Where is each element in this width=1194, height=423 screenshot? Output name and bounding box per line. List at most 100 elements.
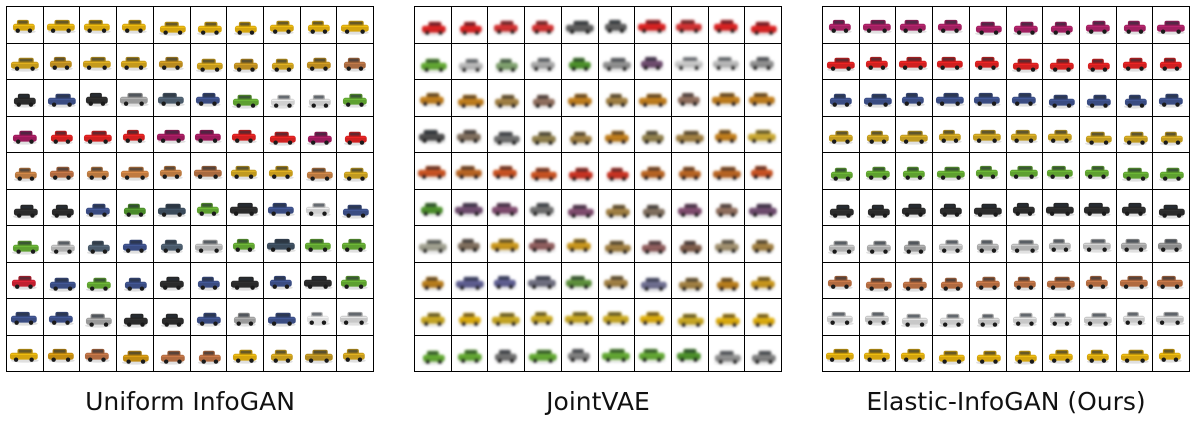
car-thumbnail [43,153,80,189]
car-thumbnail [859,335,896,371]
car-thumbnail [337,7,373,43]
car-thumbnail [80,262,117,298]
car-thumbnail [823,335,859,371]
car-thumbnail [823,7,859,43]
car-thumbnail [227,335,263,371]
car-thumbnail [451,335,488,371]
car-thumbnail [488,153,525,189]
car-thumbnail [1116,80,1153,116]
car-thumbnail [451,116,488,152]
car-thumbnail [1116,7,1153,43]
car-thumbnail [635,189,671,225]
car-thumbnail [263,262,300,298]
car-thumbnail [300,43,337,79]
car-thumbnail [190,299,227,335]
car-thumbnail [671,226,708,262]
car-thumbnail [969,262,1006,298]
car-thumbnail [896,43,933,79]
car-thumbnail [823,80,859,116]
car-thumbnail [969,189,1006,225]
car-thumbnail [337,189,373,225]
car-thumbnail [859,189,896,225]
car-thumbnail [933,80,969,116]
car-thumbnail [525,226,561,262]
car-thumbnail [561,335,598,371]
car-thumbnail [227,153,263,189]
car-thumbnail [300,335,337,371]
car-thumbnail [969,43,1006,79]
car-thumbnail [635,116,671,152]
car-thumbnail [635,153,671,189]
car-thumbnail [7,189,43,225]
car-thumbnail [415,7,451,43]
car-thumbnail [451,153,488,189]
car-thumbnail [561,189,598,225]
car-thumbnail [227,43,263,79]
car-thumbnail [7,299,43,335]
car-thumbnail [43,262,80,298]
car-thumbnail [300,262,337,298]
car-thumbnail [1043,335,1079,371]
car-thumbnail [190,226,227,262]
car-thumbnail [190,335,227,371]
car-thumbnail [337,43,373,79]
car-thumbnail [823,226,859,262]
car-thumbnail [561,80,598,116]
car-thumbnail [117,335,153,371]
car-thumbnail [1079,153,1116,189]
car-thumbnail [1043,7,1079,43]
car-thumbnail [117,43,153,79]
car-thumbnail [1043,226,1079,262]
car-thumbnail [823,189,859,225]
car-thumbnail [263,189,300,225]
car-thumbnail [1153,153,1189,189]
car-thumbnail [745,43,781,79]
car-thumbnail [1006,189,1043,225]
car-thumbnail [561,7,598,43]
car-thumbnail [635,7,671,43]
car-thumbnail [80,7,117,43]
car-thumbnail [896,299,933,335]
car-thumbnail [1153,226,1189,262]
car-thumbnail [525,116,561,152]
car-thumbnail [561,43,598,79]
car-thumbnail [1043,189,1079,225]
car-thumbnail [823,116,859,152]
car-thumbnail [708,43,745,79]
car-thumbnail [488,226,525,262]
car-thumbnail [896,153,933,189]
car-thumbnail [488,335,525,371]
car-thumbnail [745,116,781,152]
car-thumbnail [80,299,117,335]
car-thumbnail [598,116,635,152]
car-thumbnail [80,189,117,225]
car-thumbnail [263,299,300,335]
car-thumbnail [598,80,635,116]
car-thumbnail [598,262,635,298]
car-thumbnail [337,116,373,152]
car-thumbnail [896,226,933,262]
car-thumbnail [1006,7,1043,43]
car-thumbnail [337,335,373,371]
caption-elastic-infogan: Elastic-InfoGAN (Ours) [866,387,1146,416]
car-thumbnail [415,226,451,262]
car-thumbnail [1043,80,1079,116]
car-thumbnail [80,335,117,371]
car-thumbnail [635,299,671,335]
car-thumbnail [933,299,969,335]
car-thumbnail [227,7,263,43]
car-thumbnail [1153,262,1189,298]
car-thumbnail [1043,299,1079,335]
car-thumbnail [117,116,153,152]
car-thumbnail [7,226,43,262]
car-thumbnail [859,43,896,79]
car-thumbnail [1153,80,1189,116]
car-thumbnail [415,116,451,152]
car-thumbnail [263,335,300,371]
car-thumbnail [708,189,745,225]
car-thumbnail [43,43,80,79]
car-thumbnail [153,80,190,116]
car-thumbnail [451,299,488,335]
car-thumbnail [525,299,561,335]
car-thumbnail [561,226,598,262]
